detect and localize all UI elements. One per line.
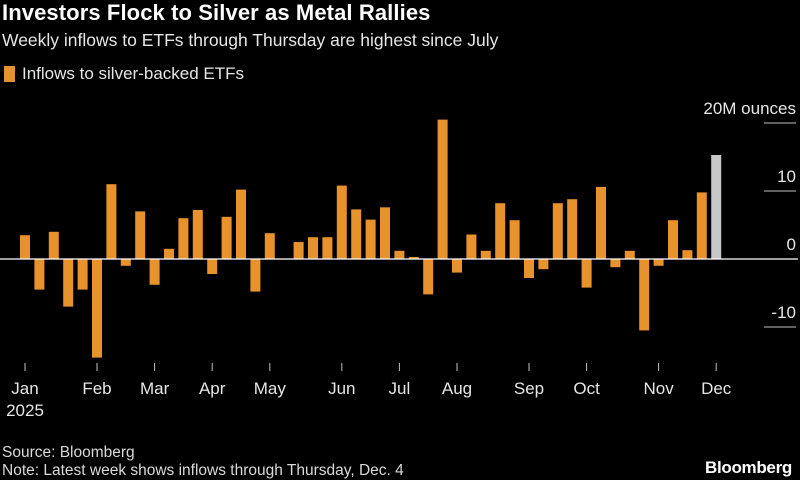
chart-title: Investors Flock to Silver as Metal Ralli… (2, 0, 431, 25)
chart-subtitle: Weekly inflows to ETFs through Thursday … (2, 30, 499, 50)
bar (365, 219, 376, 259)
bar (221, 216, 232, 259)
bar (63, 259, 74, 307)
bar (696, 192, 707, 259)
y-tick-label: 10 (777, 167, 796, 186)
legend-swatch (4, 66, 15, 82)
bar (77, 259, 88, 290)
x-tick-label: Oct (573, 379, 600, 398)
bar (20, 235, 30, 259)
x-tick-label: Jul (389, 379, 411, 398)
bar (336, 185, 347, 259)
bar (524, 259, 534, 278)
y-tick-label: -10 (771, 303, 796, 322)
x-tick-label: Feb (82, 379, 111, 398)
bar (380, 207, 390, 259)
bar (596, 186, 606, 259)
footnote: Note: Latest week shows inflows through … (2, 462, 404, 479)
x-tick-label: May (254, 379, 287, 398)
bar (538, 259, 549, 270)
x-tick-label: Jan (11, 379, 38, 398)
legend-label: Inflows to silver-backed ETFs (22, 64, 245, 83)
bar (135, 211, 146, 259)
bloomberg-logo: Bloomberg (704, 458, 792, 477)
x-tick-label: Sep (514, 379, 544, 398)
bar (394, 250, 405, 259)
bar (552, 203, 563, 259)
bar (308, 237, 318, 259)
bar (437, 119, 448, 259)
bar (480, 250, 491, 259)
bar (452, 259, 462, 273)
bar (495, 203, 506, 259)
bar (92, 259, 102, 358)
bar (610, 259, 621, 268)
bar-latest-week (711, 155, 722, 259)
bar (322, 237, 333, 259)
source-note: Source: Bloomberg (2, 444, 135, 461)
bar (149, 259, 160, 285)
bar (178, 218, 189, 259)
x-tick-label: Nov (643, 379, 674, 398)
bar (668, 220, 678, 259)
x-tick-label: Apr (199, 379, 226, 398)
x-tick-label: Jun (328, 379, 355, 398)
bar (293, 242, 304, 259)
bar (639, 259, 650, 331)
x-tick-label: Mar (140, 379, 170, 398)
x-tick-year-label: 2025 (6, 401, 44, 420)
bar (164, 248, 174, 259)
y-tick-label: 0 (787, 235, 796, 254)
bar (34, 259, 45, 290)
bar (581, 259, 592, 288)
bar (250, 259, 261, 292)
bar (466, 234, 477, 259)
bar (236, 189, 246, 259)
bar (423, 259, 434, 295)
bar (682, 250, 693, 259)
bar (408, 257, 419, 259)
bar (264, 233, 275, 259)
bar (120, 259, 131, 266)
bar (192, 210, 203, 259)
bar (624, 250, 635, 259)
x-tick-label: Dec (701, 379, 732, 398)
y-tick-label: 20M ounces (703, 99, 796, 118)
legend: Inflows to silver-backed ETFs (4, 64, 244, 84)
bar (351, 209, 362, 259)
bar (509, 220, 520, 259)
bar (567, 199, 578, 259)
bar (207, 259, 218, 274)
bar (653, 259, 664, 266)
bar (48, 231, 59, 259)
x-tick-label: Aug (442, 379, 472, 398)
bar (106, 184, 117, 259)
